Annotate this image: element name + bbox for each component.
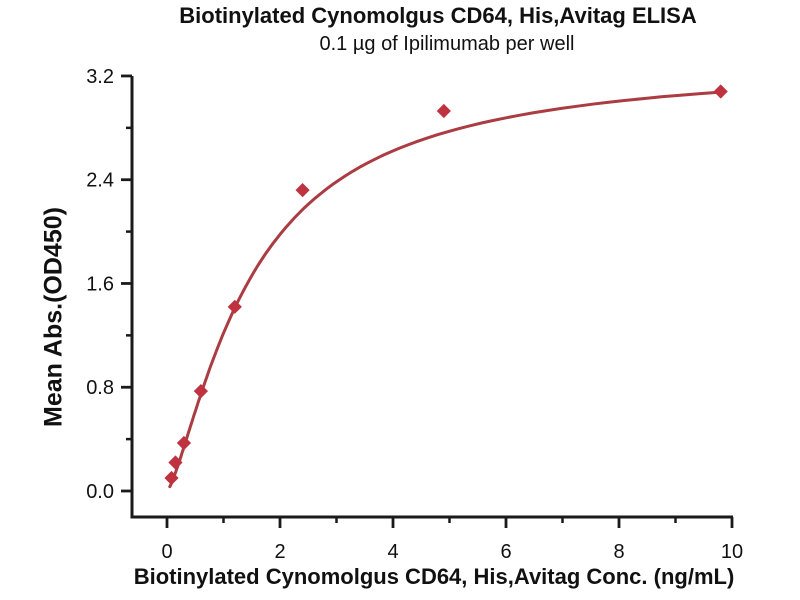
- chart-subtitle: 0.1 µg of Ipilimumab per well: [319, 33, 575, 55]
- x-tick-label: 0: [161, 541, 172, 563]
- x-tick-label: 8: [613, 541, 624, 563]
- data-point-marker: [193, 384, 209, 399]
- y-tick-label: 0.0: [86, 481, 114, 503]
- fit-curve: [168, 90, 723, 489]
- axis-frame: [130, 76, 733, 519]
- y-axis-label: Mean Abs.(OD450): [39, 207, 68, 427]
- data-point-marker: [295, 182, 310, 198]
- x-tick-label: 2: [274, 541, 285, 563]
- y-tick-label: 2.4: [86, 170, 114, 192]
- data-point-marker: [176, 435, 192, 451]
- data-point-marker: [168, 455, 183, 470]
- x-tick-label: 10: [721, 541, 743, 563]
- data-point-marker: [164, 470, 179, 486]
- x-tick-label: 6: [500, 541, 511, 563]
- data-point-marker: [436, 103, 451, 119]
- y-tick-label: 1.6: [86, 273, 114, 295]
- y-tick-label: 0.8: [86, 377, 114, 399]
- chart-title: Biotinylated Cynomolgus CD64, His,Avitag…: [179, 3, 697, 28]
- y-tick-label: 3.2: [86, 66, 114, 88]
- data-point-marker: [713, 84, 728, 99]
- data-point-marker: [227, 299, 242, 314]
- x-axis-label: Biotinylated Cynomolgus CD64, His,Avitag…: [133, 564, 735, 589]
- x-tick-label: 4: [387, 541, 398, 563]
